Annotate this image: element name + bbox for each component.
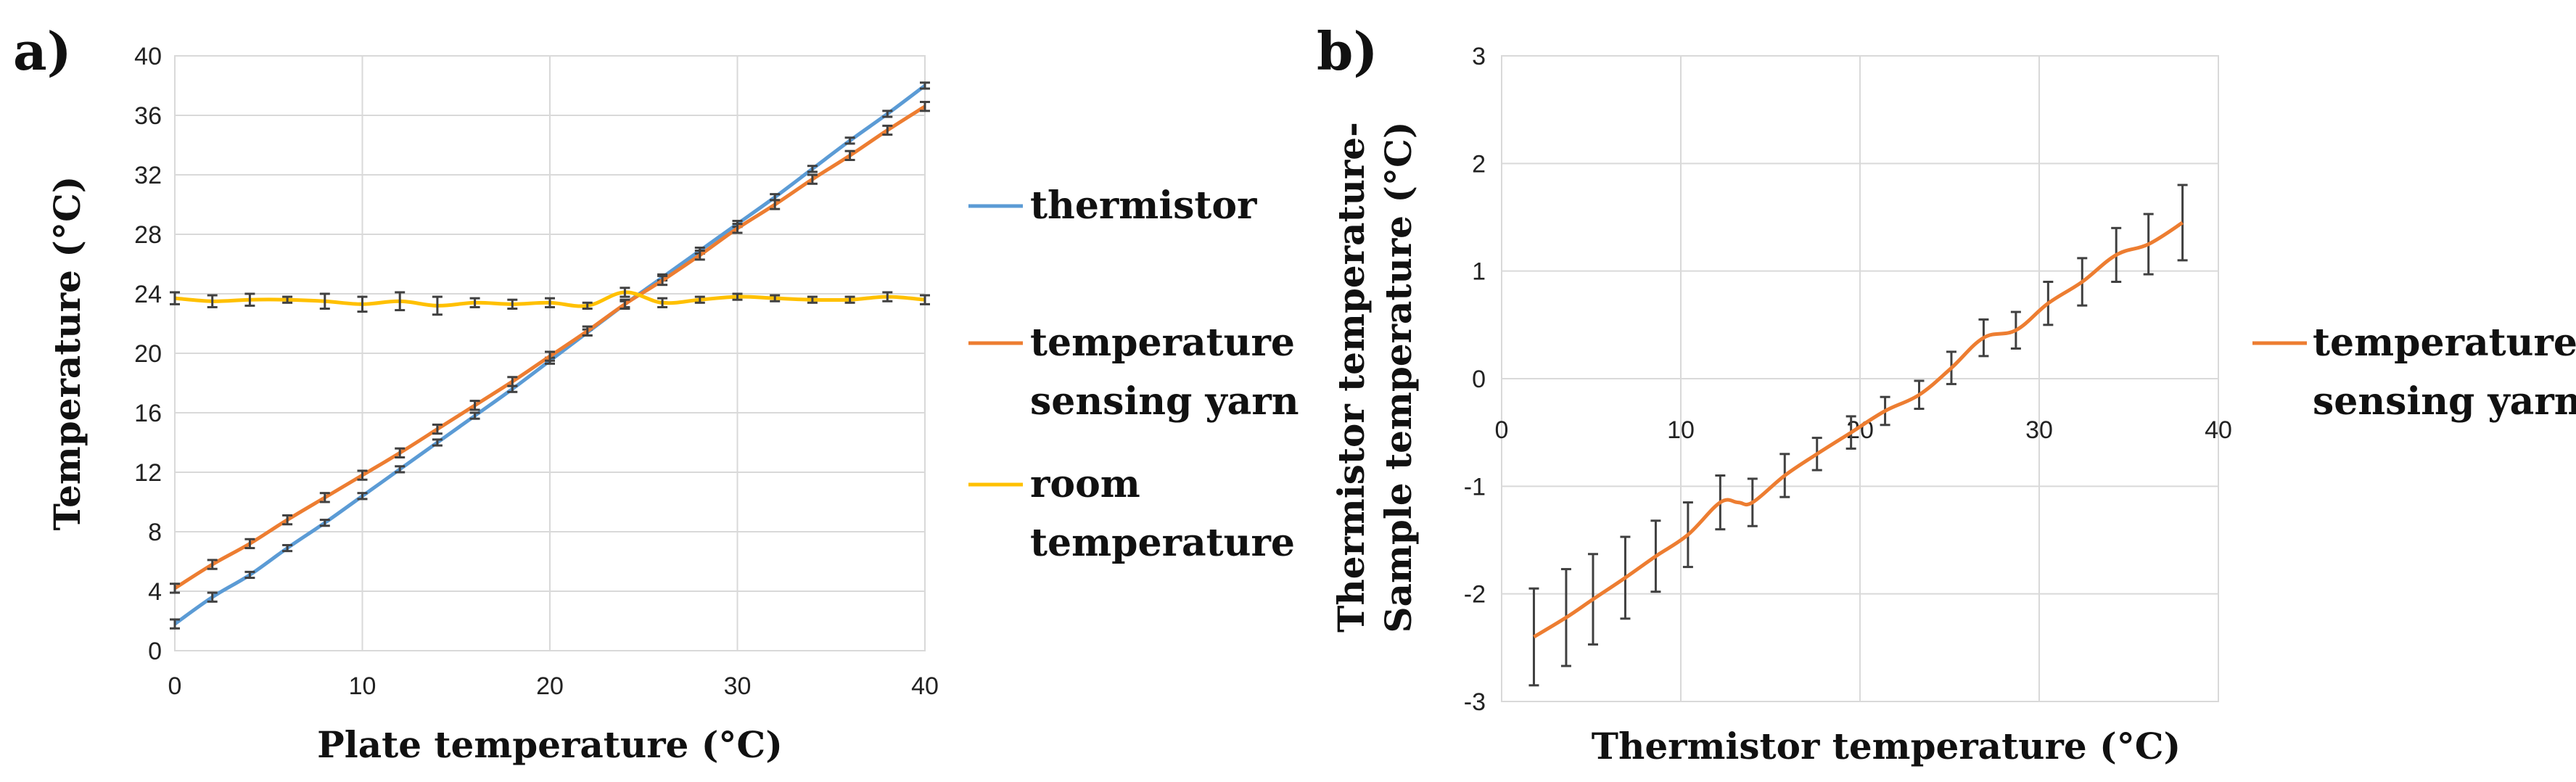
legend-a: thermistor temperature sensing yarn room… (968, 184, 1308, 565)
x-tick-label-a: 10 (349, 672, 376, 700)
x-tick-label-b: 10 (1667, 416, 1695, 444)
legend-label-yarn-line2: sensing yarn (1030, 379, 1299, 424)
y-tick-label-b: 0 (1472, 366, 1486, 393)
y-tick-label-b: 2 (1472, 150, 1486, 178)
y-tick-label-b: -1 (1464, 473, 1486, 501)
y-tick-label-a: 24 (134, 281, 162, 308)
legend-label-room-line2: temperature (1030, 521, 1295, 565)
y-tick-label-b: 1 (1472, 258, 1486, 286)
legend-label-thermistor: thermistor (1030, 184, 1257, 228)
y-tick-label-a: 40 (134, 43, 162, 70)
y-axis-label-a: Temperature (°C) (46, 176, 89, 531)
legend-label-yarn: temperature sensing yarn (1030, 321, 1308, 424)
panel-label-a: a) (13, 20, 72, 82)
x-tick-label-b: 0 (1495, 416, 1509, 444)
gridlines-b (1501, 55, 2219, 702)
x-tick-label-a: 30 (724, 672, 752, 700)
y-tick-label-a: 28 (134, 221, 162, 249)
x-tick-label-a: 0 (168, 672, 182, 700)
y-tick-label-a: 32 (134, 162, 162, 189)
x-tick-labels-b: 0 10 20 30 40 (1495, 416, 2232, 444)
y-axis-label-b-line2: Sample temperature (°C) (1377, 121, 1420, 633)
x-tick-label-b: 30 (2025, 416, 2053, 444)
legend-b: temperature sensing yarn (2252, 321, 2576, 424)
y-tick-label-b: 3 (1472, 43, 1486, 70)
series-group-a (170, 81, 930, 630)
x-axis-label-b: Thermistor temperature (°C) (1592, 725, 2181, 767)
series-temperature-sensing-yarn-b (1528, 184, 2188, 687)
legend-label-room-line1: room (1030, 462, 1140, 506)
y-tick-label-a: 8 (148, 519, 162, 546)
y-tick-label-a: 4 (148, 578, 162, 606)
y-tick-label-a: 20 (134, 340, 162, 368)
series-thermistor (170, 81, 930, 630)
series-group-b (1528, 184, 2188, 687)
y-tick-label-b: -3 (1464, 688, 1486, 716)
panel-label-b: b) (1317, 20, 1378, 82)
legend-label-yarn-b-line1: temperature (2313, 321, 2576, 365)
y-tick-labels-a: 0 4 8 12 16 20 24 28 32 36 40 (134, 43, 162, 665)
x-tick-label-a: 40 (911, 672, 939, 700)
x-tick-label-b: 40 (2205, 416, 2232, 444)
x-tick-label-a: 20 (536, 672, 564, 700)
x-tick-labels-a: 0 10 20 30 40 (168, 672, 939, 700)
chart-a: a) 0 4 8 12 16 20 24 28 32 36 40 0 10 20 30 40 Plate t… (13, 20, 1308, 766)
series-temperature-sensing-yarn (170, 101, 930, 594)
x-axis-label-a: Plate temperature (°C) (317, 723, 783, 766)
legend-label-yarn-b: temperature sensing yarn (2313, 321, 2576, 424)
y-tick-label-a: 36 (134, 102, 162, 130)
legend-label-yarn-line1: temperature (1030, 321, 1295, 365)
series-line-temperature-sensing-yarn-b (1533, 221, 2184, 639)
legend-label-yarn-b-line2: sensing yarn (2313, 379, 2576, 424)
legend-label-room: room temperature (1030, 462, 1295, 565)
series-room-temperature (170, 287, 930, 316)
gridlines-a (174, 55, 926, 651)
y-axis-label-b-line1: Thermistor temperature- (1330, 122, 1373, 633)
y-tick-label-a: 12 (134, 459, 162, 487)
y-tick-label-a: 0 (148, 638, 162, 665)
y-tick-label-b: -2 (1464, 581, 1486, 609)
y-tick-labels-b: -3 -2 -1 0 1 2 3 (1464, 43, 1486, 716)
y-tick-label-a: 16 (134, 400, 162, 427)
